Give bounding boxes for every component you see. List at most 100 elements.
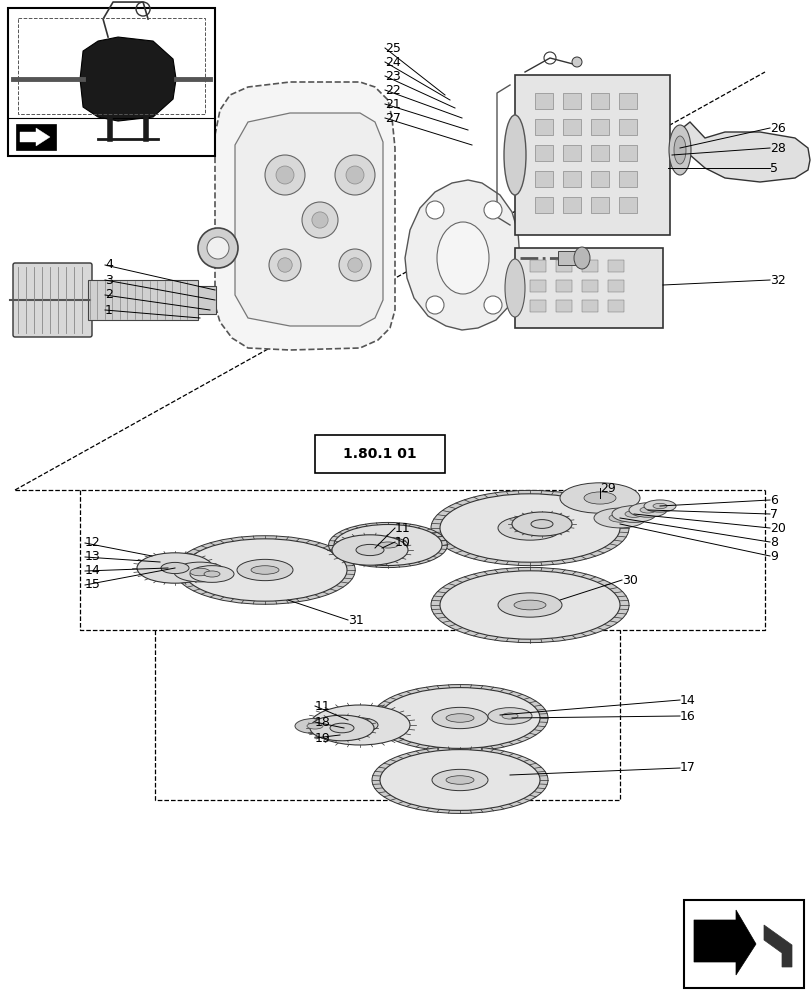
Ellipse shape [371,685,547,751]
Bar [557,251,579,265]
Ellipse shape [190,568,210,576]
Text: 24: 24 [384,56,401,69]
Circle shape [426,296,444,314]
Text: 1.80.1 01: 1.80.1 01 [343,447,416,461]
Ellipse shape [341,718,378,732]
Polygon shape [679,122,809,182]
Ellipse shape [332,535,407,565]
Ellipse shape [333,524,441,566]
Bar [618,119,636,135]
Ellipse shape [560,483,639,513]
Ellipse shape [431,567,629,643]
Bar [514,75,669,235]
Polygon shape [693,910,755,975]
Polygon shape [80,37,176,121]
Ellipse shape [673,136,685,164]
Circle shape [335,155,375,195]
Text: 10: 10 [394,536,410,548]
Bar [581,300,597,312]
Text: 25: 25 [384,42,401,55]
Circle shape [268,249,301,281]
Ellipse shape [310,705,410,745]
Bar [530,280,545,292]
Bar [590,119,608,135]
Ellipse shape [174,536,354,604]
Bar [556,260,571,272]
Ellipse shape [652,503,666,509]
Bar [530,260,545,272]
Text: 13: 13 [85,550,101,564]
Circle shape [347,258,362,272]
Ellipse shape [367,537,407,553]
Text: 14: 14 [679,694,695,706]
Circle shape [207,237,229,259]
Text: 23: 23 [384,70,401,83]
Text: 15: 15 [85,578,101,591]
Bar [562,171,581,187]
Ellipse shape [497,516,561,540]
Circle shape [198,228,238,268]
Ellipse shape [504,115,526,195]
Bar [581,280,597,292]
Bar [590,145,608,161]
Text: 27: 27 [384,112,401,125]
Polygon shape [763,925,791,967]
Ellipse shape [445,714,474,722]
Circle shape [276,166,294,184]
Bar [315,435,444,473]
Ellipse shape [371,747,547,813]
Bar [581,260,597,272]
Ellipse shape [639,507,655,513]
Circle shape [571,57,581,67]
Bar [534,171,552,187]
Text: 19: 19 [315,732,330,744]
Ellipse shape [310,715,374,741]
Bar [618,171,636,187]
Text: 5: 5 [769,162,777,175]
Text: 21: 21 [384,98,401,111]
Ellipse shape [251,566,279,574]
Ellipse shape [237,559,293,581]
Ellipse shape [436,222,488,294]
Text: 14: 14 [85,564,101,578]
Text: 28: 28 [769,142,785,155]
Text: 7: 7 [769,508,777,520]
Text: 22: 22 [384,84,401,97]
Circle shape [311,212,328,228]
Bar [88,280,198,320]
Bar [562,197,581,213]
Ellipse shape [161,562,189,574]
Ellipse shape [307,723,323,729]
Text: 4: 4 [105,258,113,271]
Ellipse shape [445,776,474,784]
Text: 6: 6 [769,493,777,506]
Text: 11: 11 [315,700,330,712]
Ellipse shape [355,544,384,556]
Bar [18,18,204,114]
Ellipse shape [594,508,646,528]
Circle shape [338,249,371,281]
Ellipse shape [611,506,655,522]
Circle shape [345,166,363,184]
Bar [618,197,636,213]
Ellipse shape [440,571,620,639]
Ellipse shape [190,566,234,582]
Circle shape [277,258,292,272]
Polygon shape [215,82,394,350]
Ellipse shape [182,539,346,601]
Bar [562,145,581,161]
Text: 3: 3 [105,273,113,286]
Bar [534,93,552,109]
Polygon shape [234,113,383,326]
Text: 17: 17 [679,761,695,774]
Ellipse shape [608,514,630,522]
Ellipse shape [643,500,676,512]
Ellipse shape [329,723,354,733]
Text: 20: 20 [769,522,785,534]
Bar [16,124,56,150]
Bar [607,280,623,292]
Ellipse shape [431,707,487,729]
Ellipse shape [530,520,552,528]
Ellipse shape [504,259,525,317]
Bar [556,280,571,292]
